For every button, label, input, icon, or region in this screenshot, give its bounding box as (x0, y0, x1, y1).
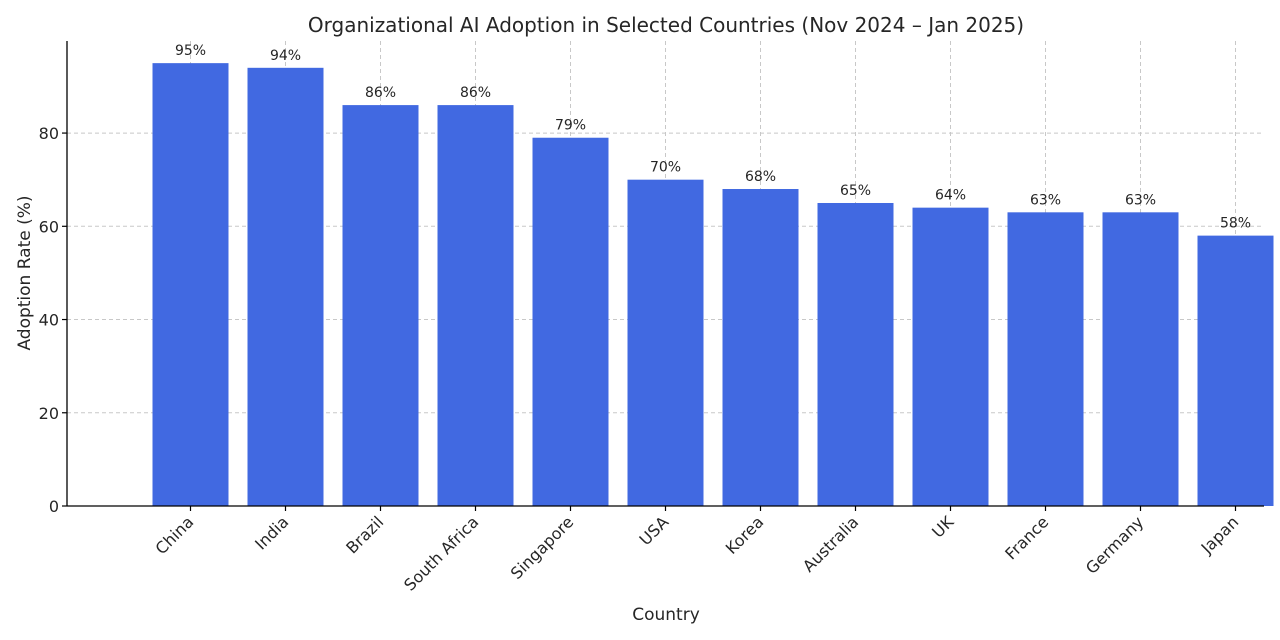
x-axis-label: Country (632, 605, 700, 625)
bar-usa (627, 179, 704, 506)
x-tick-label: Brazil (342, 512, 387, 557)
bar-france (1007, 212, 1084, 506)
y-tick-label: 40 (39, 311, 59, 330)
bar-value-label: 64% (935, 188, 966, 204)
x-tick-label: China (152, 512, 198, 558)
bar-value-label: 68% (745, 169, 776, 185)
value-labels-layer: 95% 94% 86% 86% 79% 70% 68% 65% 64% 63% 63% 58% (175, 43, 1251, 231)
x-tick-label: Australia (799, 512, 862, 575)
bar-value-label: 95% (175, 43, 206, 59)
bar-value-label: 86% (460, 85, 491, 101)
x-tick-label: Korea (722, 512, 768, 558)
bar-germany (1102, 212, 1179, 506)
bar-brazil (342, 105, 419, 506)
bar-value-label: 58% (1220, 216, 1251, 232)
bar-value-label: 70% (650, 160, 681, 176)
bar-china (152, 63, 229, 507)
y-tick-label: 60 (39, 217, 59, 236)
bar-value-label: 63% (1030, 192, 1061, 208)
bar-value-label: 63% (1125, 192, 1156, 208)
x-tick-label: USA (635, 512, 672, 549)
y-tick-label: 0 (49, 497, 59, 516)
bar-south-africa (437, 105, 514, 506)
bar-india (247, 67, 324, 507)
bar-singapore (532, 137, 609, 507)
x-tick-label: Japan (1197, 512, 1243, 558)
bar-australia (817, 202, 894, 506)
x-tick-label: India (251, 512, 292, 553)
bar-japan (1197, 235, 1274, 506)
bar-value-label: 65% (840, 183, 871, 199)
x-tick-label: France (1001, 512, 1052, 563)
chart-title: Organizational AI Adoption in Selected C… (308, 13, 1024, 37)
x-tick-label: UK (928, 512, 957, 541)
x-tick-label: Germany (1082, 512, 1147, 577)
x-tick-labels: China India Brazil South Africa Singapore USA… (152, 506, 1243, 595)
x-tick-label: South Africa (400, 512, 482, 594)
bars-layer (152, 63, 1274, 507)
y-axis-label: Adoption Rate (%) (15, 195, 35, 350)
bar-value-label: 94% (270, 48, 301, 64)
x-tick-label: Singapore (507, 512, 578, 583)
bar-value-label: 86% (365, 85, 396, 101)
bar-uk (912, 207, 989, 507)
y-tick-label: 20 (39, 404, 59, 423)
bar-value-label: 79% (555, 118, 586, 134)
bar-korea (722, 189, 799, 507)
y-tick-label: 80 (39, 124, 59, 143)
y-tick-labels: 0 20 40 60 80 (39, 124, 67, 516)
